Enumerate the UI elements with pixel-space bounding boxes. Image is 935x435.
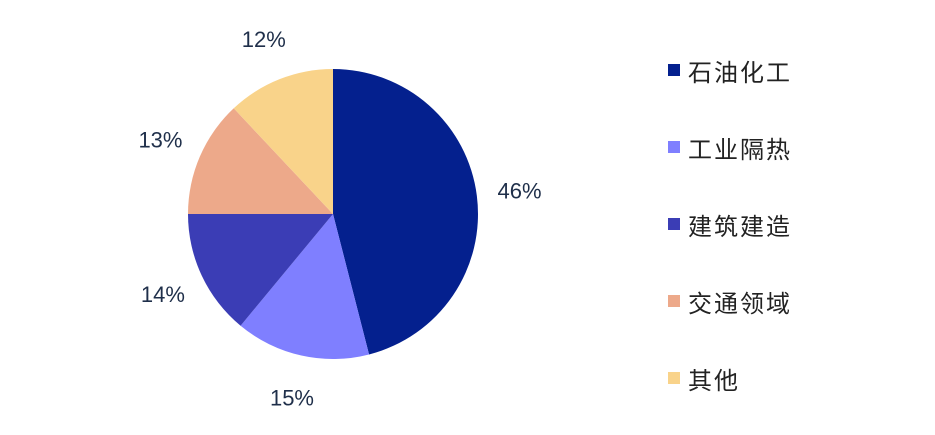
legend-swatch [668, 372, 680, 384]
legend-label: 其他 [688, 366, 740, 395]
legend-label: 石油化工 [688, 58, 792, 87]
legend-swatch [668, 64, 680, 76]
legend-label: 工业隔热 [688, 135, 792, 164]
pie-slice-1 [333, 69, 478, 355]
legend-swatch [668, 141, 680, 153]
pie-slice-5 [233, 69, 333, 214]
slice-label-2: 15% [270, 385, 314, 410]
legend-item: 工业隔热 [668, 129, 868, 165]
legend-swatch [668, 218, 680, 230]
legend-swatch [668, 295, 680, 307]
legend-item: 建筑建造 [668, 206, 868, 242]
pie-slice-3 [188, 214, 333, 326]
legend-label: 建筑建造 [688, 212, 792, 241]
legend-item: 交通领域 [668, 283, 868, 319]
slice-label-5: 12% [242, 27, 286, 52]
legend-item: 其他 [668, 360, 868, 396]
legend-item: 石油化工 [668, 52, 868, 88]
slice-label-4: 13% [138, 127, 182, 152]
slice-label-3: 14% [141, 282, 185, 307]
pie-slice-2 [240, 214, 370, 360]
legend-label: 交通领域 [688, 289, 792, 318]
slice-label-1: 46% [497, 178, 541, 203]
pie-slice-4 [188, 108, 333, 214]
